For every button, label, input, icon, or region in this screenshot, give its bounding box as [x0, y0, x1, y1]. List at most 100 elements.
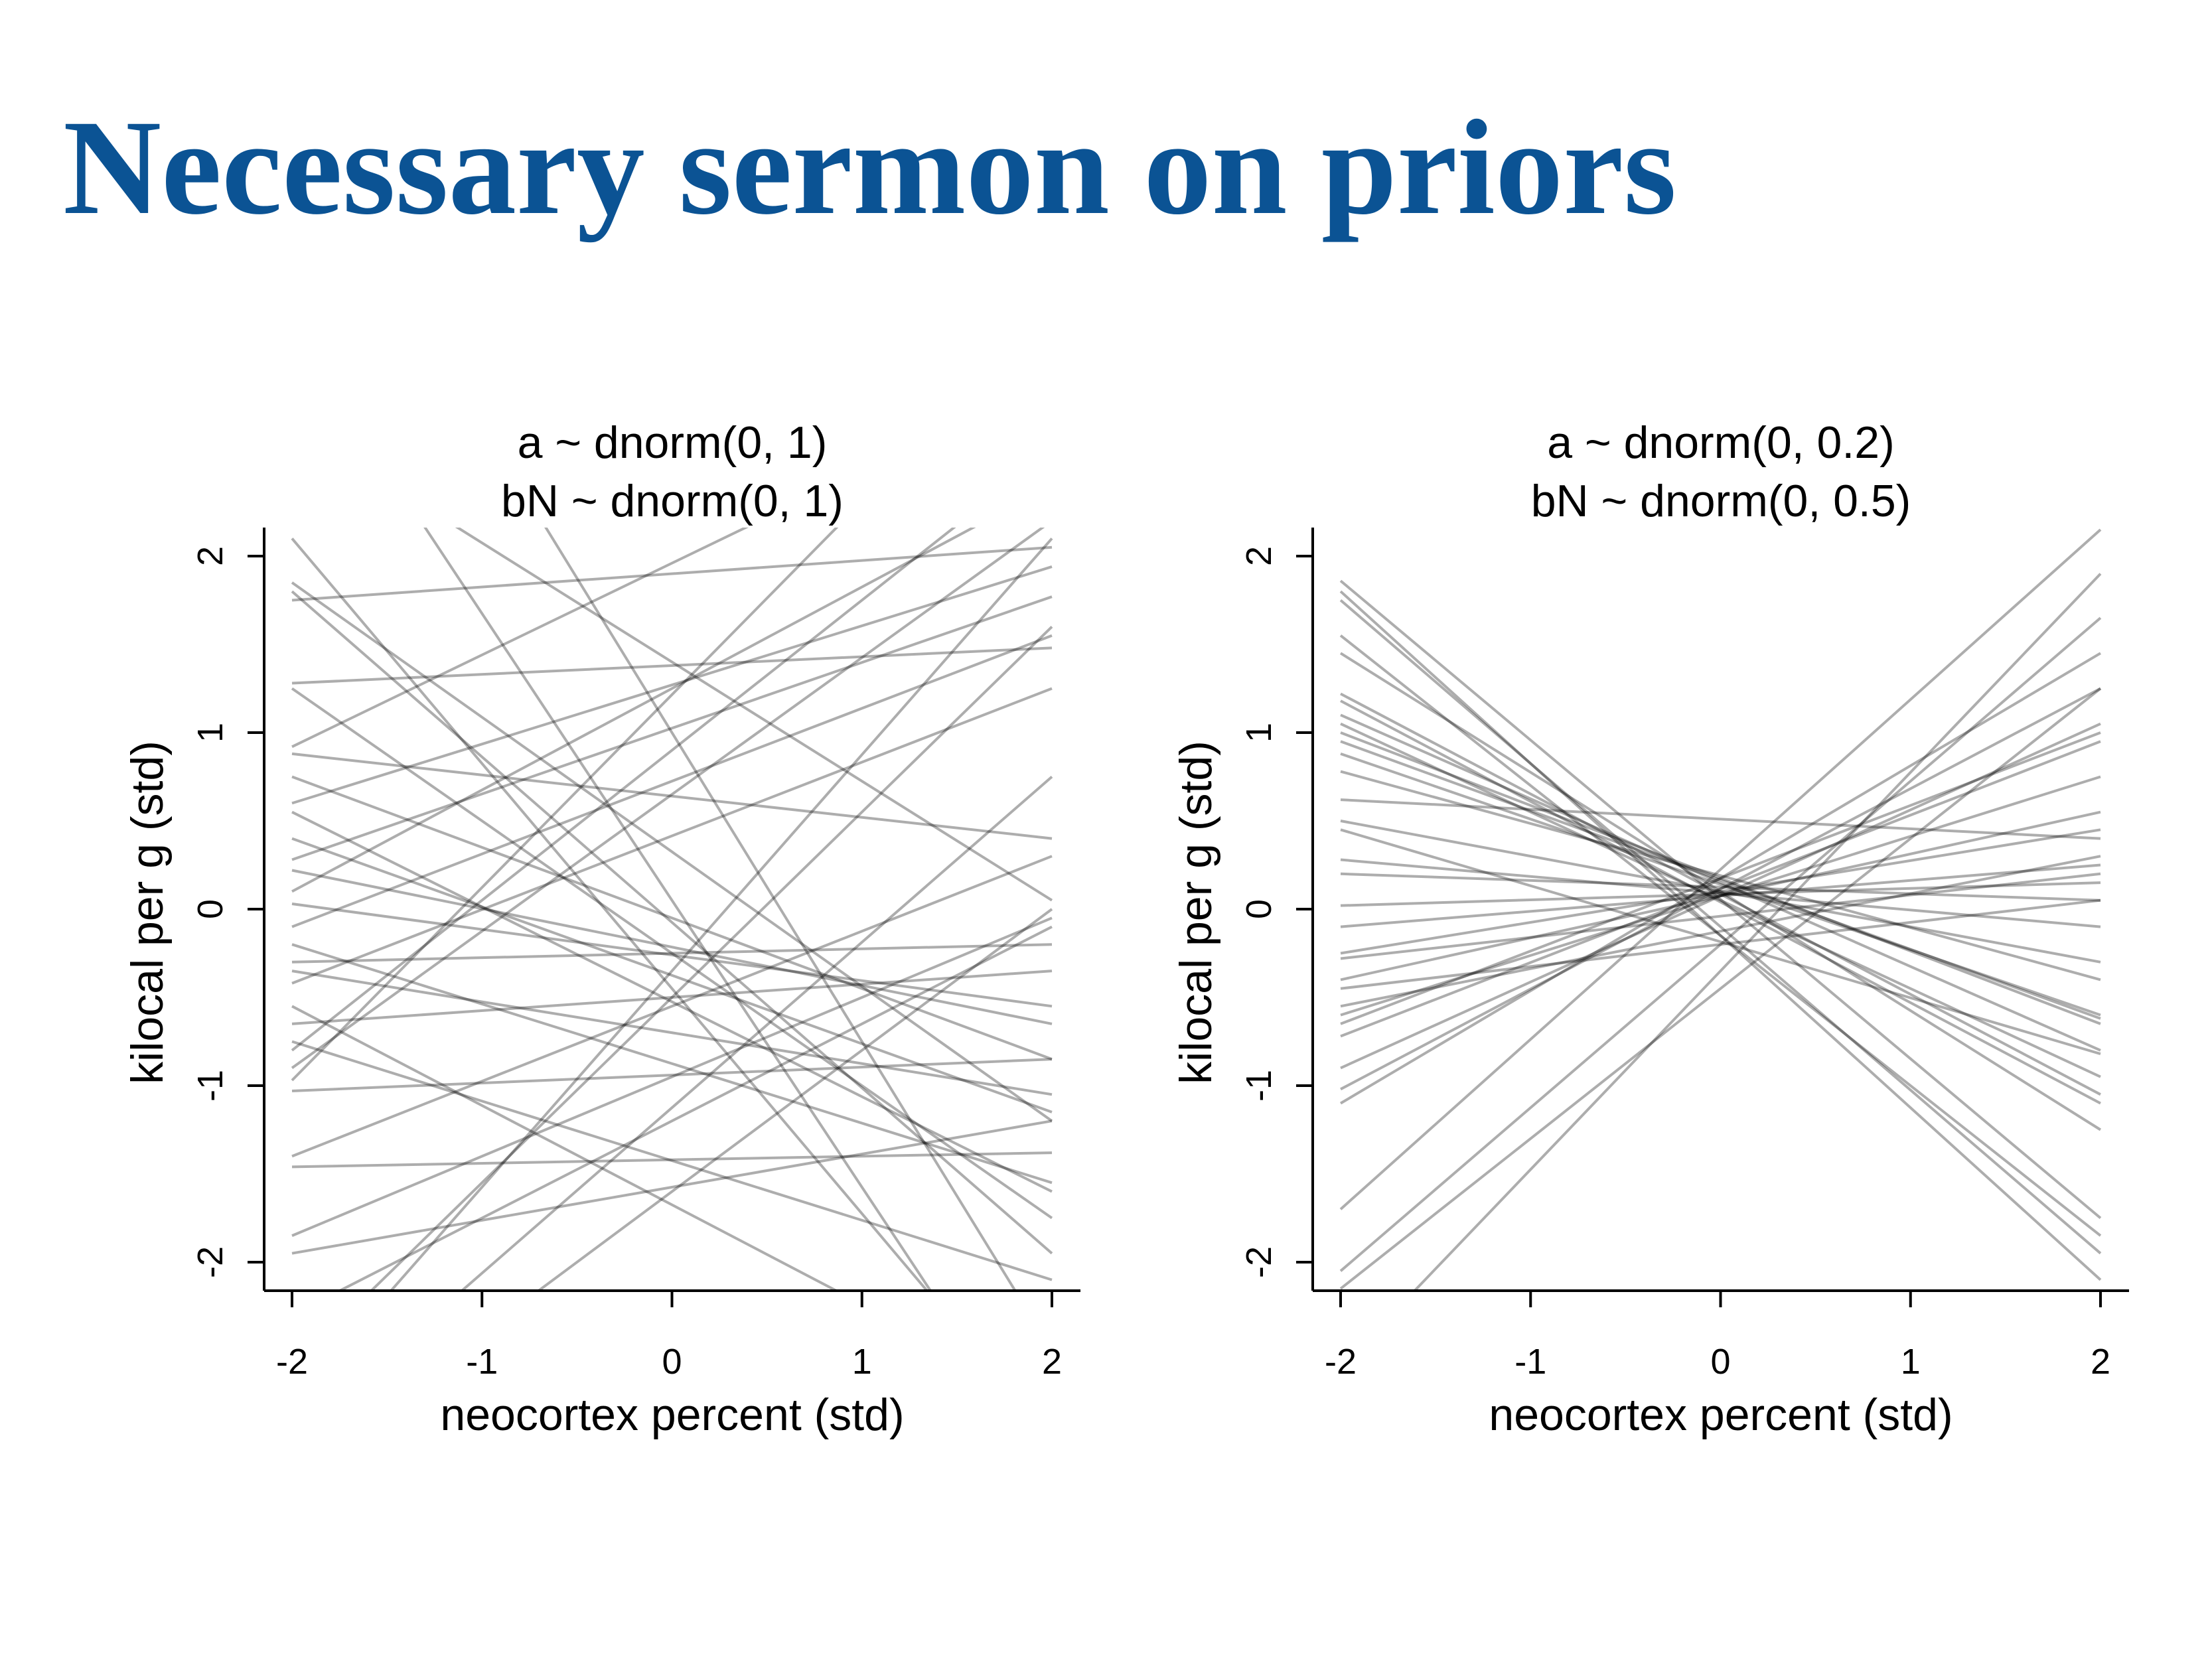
series-line-25 — [1339, 652, 2102, 1105]
series-line-20 — [291, 1151, 1053, 1169]
series-line-38 — [291, 528, 976, 893]
series-line-15 — [291, 970, 1053, 1025]
series-line-23 — [1340, 722, 2101, 1070]
prior-predictive-plot-left: a ~ dnorm(0, 1) bN ~ dnorm(0, 1) -2 -1 0 1 2… — [122, 417, 1080, 1440]
series-line-36 — [336, 925, 1053, 1291]
series-line-23 — [459, 775, 1053, 1291]
series-line-11 — [1340, 753, 2101, 1017]
series-line-1 — [1339, 579, 2102, 1220]
series-line-13 — [291, 970, 1053, 1096]
series-line-12 — [1340, 770, 2101, 981]
series-line-2 — [291, 581, 1053, 1122]
series-line-7 — [1340, 699, 2101, 1105]
x-tick-label: 2 — [2091, 1342, 2110, 1382]
series-line-17 — [1340, 863, 2101, 928]
x-tick-label: 1 — [852, 1342, 872, 1382]
x-axis-label: neocortex percent (std) — [440, 1390, 904, 1440]
series-line-8 — [291, 810, 1053, 1193]
series-lines — [1339, 528, 2102, 1291]
y-tick-label: -2 — [1239, 1246, 1279, 1278]
y-tick-label: 2 — [1239, 546, 1279, 566]
y-tick-label: -1 — [1239, 1070, 1279, 1102]
series-line-19 — [291, 855, 1053, 1158]
x-tick-label: -2 — [276, 1342, 308, 1382]
series-line-24 — [1340, 687, 2101, 1091]
series-line-28 — [291, 1005, 840, 1291]
series-line-17 — [291, 528, 839, 1082]
series-line-5 — [291, 528, 749, 749]
series-line-7 — [291, 565, 1053, 805]
series-line-6 — [291, 752, 1053, 840]
y-tick-label: 0 — [1239, 899, 1279, 919]
series-line-25 — [291, 590, 1053, 1255]
series-line-27 — [1339, 616, 2102, 1272]
series-line-40 — [291, 775, 1053, 1060]
series-line-33 — [291, 943, 1053, 964]
series-line-15 — [1340, 872, 2101, 902]
y-axis-label: kilocal per g (std) — [1171, 741, 1221, 1084]
series-line-34 — [1340, 731, 2101, 1025]
series-line-9 — [1340, 722, 2101, 1078]
series-line-2 — [1339, 590, 2102, 1281]
series-line-26 — [291, 687, 1053, 1220]
series-line-21 — [291, 916, 1053, 1237]
series-line-29 — [455, 528, 1053, 902]
series-line-3 — [1339, 599, 2102, 1255]
series-line-16 — [291, 528, 956, 1052]
series-line-10 — [291, 869, 1053, 1025]
series-line-21 — [1340, 775, 2101, 1017]
series-line-6 — [1340, 692, 2101, 1096]
series-line-28 — [1412, 573, 2102, 1291]
series-line-11 — [291, 902, 1053, 1008]
y-tick-label: 0 — [190, 899, 230, 919]
series-line-30 — [423, 528, 932, 1291]
series-line-37 — [389, 538, 1053, 1291]
series-line-16 — [1340, 881, 2101, 907]
series-line-18 — [1340, 872, 2101, 960]
x-axis: -2 -1 0 1 2 — [264, 1289, 1080, 1382]
series-line-39 — [291, 1040, 1053, 1281]
series-line-32 — [1340, 828, 2101, 1056]
x-tick-label: -1 — [1514, 1342, 1546, 1382]
series-line-8 — [1340, 713, 2101, 1052]
prior-predictive-plot-right: a ~ dnorm(0, 0.2) bN ~ dnorm(0, 0.5) -2-… — [1171, 417, 2129, 1440]
series-line-29 — [1339, 687, 2102, 1290]
y-tick-label: -1 — [190, 1070, 230, 1102]
y-axis: -2 -1 0 1 2 — [190, 528, 265, 1291]
y-tick-label: 1 — [190, 723, 230, 743]
series-line-30 — [1340, 828, 2101, 955]
series-line-18 — [291, 1058, 1053, 1092]
x-tick-label: 2 — [1042, 1342, 1062, 1382]
chart-title-line-1: a ~ dnorm(0, 0.2) — [1547, 417, 1894, 468]
series-lines — [291, 528, 1053, 1291]
series-line-3 — [291, 545, 1053, 602]
y-axis: -2 -1 0 1 2 — [1239, 528, 1314, 1291]
series-line-33 — [1340, 798, 2101, 840]
series-line-22 — [291, 1119, 1053, 1255]
series-line-24 — [536, 908, 1053, 1291]
x-tick-label: -2 — [1325, 1342, 1357, 1382]
chart-title-line-2: bN ~ dnorm(0, 0.5) — [1531, 476, 1911, 526]
x-tick-label: -1 — [466, 1342, 498, 1382]
series-line-31 — [544, 528, 1017, 1291]
series-line-14 — [291, 687, 1053, 985]
x-tick-label: 1 — [1901, 1342, 1921, 1382]
x-tick-label: 0 — [1710, 1342, 1730, 1382]
series-line-31 — [1340, 731, 2101, 1025]
x-axis: -2 -1 0 1 2 — [1313, 1289, 2129, 1382]
slide-title: Necessary sermon on priors — [63, 92, 1677, 243]
x-tick-label: 0 — [662, 1342, 682, 1382]
series-line-34 — [291, 528, 1045, 1070]
chart-title-line-2: bN ~ dnorm(0, 1) — [501, 476, 844, 526]
chart-title-line-1: a ~ dnorm(0, 1) — [518, 417, 828, 468]
series-line-4 — [291, 646, 1053, 685]
y-tick-label: 1 — [1239, 723, 1279, 743]
x-axis-label: neocortex percent (std) — [1489, 1390, 1953, 1440]
y-axis-label: kilocal per g (std) — [122, 741, 173, 1084]
series-line-19 — [1340, 810, 2101, 981]
series-line-4 — [1339, 634, 2102, 1237]
y-tick-label: -2 — [190, 1246, 230, 1278]
series-line-35 — [1340, 899, 2101, 990]
series-line-5 — [1339, 652, 2102, 1131]
series-line-22 — [1340, 740, 2101, 1038]
